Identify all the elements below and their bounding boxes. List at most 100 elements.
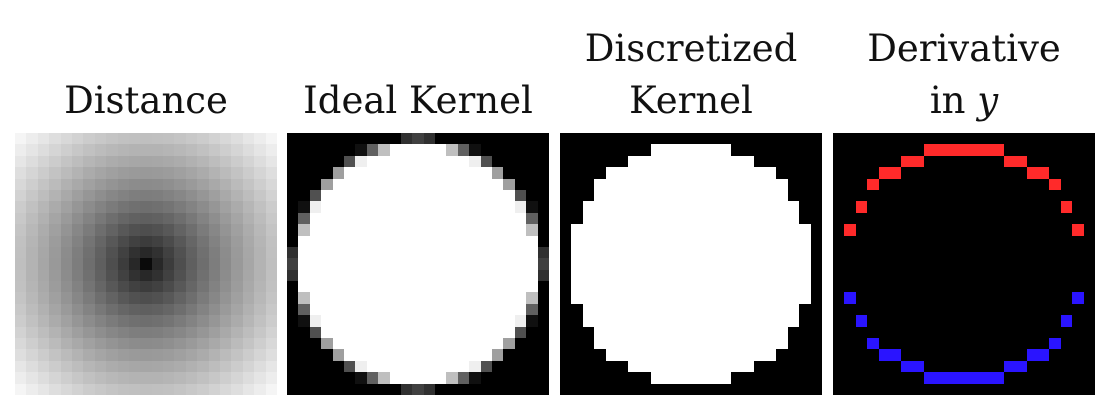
- derivative-pixel: [1003, 303, 1016, 316]
- derivative-pixel: [924, 315, 936, 327]
- derivative-pixel: [969, 167, 982, 179]
- derivative-pixel: [981, 315, 993, 327]
- derivative-pixel: [946, 315, 959, 327]
- ideal-kernel-pixel: [469, 201, 481, 213]
- discretized-kernel-pixel: [685, 303, 697, 316]
- ideal-kernel-pixel: [514, 360, 527, 373]
- discretized-kernel-pixel: [673, 144, 686, 156]
- derivative-pixel: [878, 224, 890, 236]
- discretized-kernel-pixel: [708, 258, 720, 270]
- discretized-kernel-pixel: [730, 303, 743, 316]
- discretized-kernel-pixel: [810, 246, 822, 259]
- derivative-pixel: [844, 133, 856, 145]
- ideal-kernel-pixel: [480, 178, 493, 190]
- distance-pixel: [117, 338, 129, 350]
- ideal-kernel-pixel: [389, 201, 401, 213]
- distance-pixel: [140, 155, 152, 168]
- derivative-pixel: [924, 281, 936, 293]
- discretized-kernel-pixel: [571, 235, 583, 247]
- distance-pixel: [128, 167, 141, 179]
- panel-derivative: Derivative in y: [833, 0, 1095, 418]
- distance-pixel: [174, 246, 186, 259]
- distance-pixel: [117, 383, 129, 395]
- discretized-kernel-pixel: [765, 269, 777, 282]
- ideal-kernel-pixel: [287, 258, 299, 270]
- ideal-kernel-pixel: [469, 212, 481, 225]
- derivative-pixel: [958, 338, 970, 350]
- ideal-kernel-pixel: [469, 292, 481, 304]
- distance-pixel: [15, 178, 27, 190]
- ideal-kernel-pixel: [503, 178, 515, 190]
- discretized-kernel-pixel: [765, 349, 777, 361]
- distance-pixel: [117, 155, 129, 168]
- distance-pixel: [49, 246, 61, 259]
- discretized-kernel-pixel: [628, 235, 640, 247]
- derivative-pixel: [855, 189, 868, 202]
- ideal-kernel-pixel: [469, 349, 481, 361]
- distance-pixel: [117, 201, 129, 213]
- distance-pixel: [37, 235, 50, 247]
- derivative-pixel: [844, 167, 856, 179]
- distance-pixel: [242, 212, 255, 225]
- derivative-pixel: [992, 212, 1004, 225]
- derivative-pixel: [1060, 144, 1073, 156]
- distance-pixel: [231, 224, 243, 236]
- distance-pixel: [254, 383, 266, 395]
- distance-pixel: [60, 315, 72, 327]
- distance-pixel: [128, 303, 141, 316]
- ideal-kernel-pixel: [514, 212, 527, 225]
- discretized-kernel-pixel: [594, 201, 606, 213]
- ideal-kernel-pixel: [400, 326, 413, 339]
- ideal-kernel-pixel: [309, 281, 322, 293]
- derivative-pixel: [1049, 167, 1061, 179]
- distance-pixel: [197, 360, 209, 373]
- derivative-pixel: [1003, 326, 1016, 339]
- discretized-kernel-pixel: [571, 201, 583, 213]
- ideal-kernel-pixel: [446, 155, 458, 168]
- discretized-kernel-pixel: [696, 315, 709, 327]
- distance-pixel: [37, 246, 50, 259]
- distance-pixel: [49, 338, 61, 350]
- derivative-pixel: [867, 133, 879, 145]
- distance-pixel: [60, 383, 72, 395]
- distance-pixel: [94, 360, 107, 373]
- ideal-kernel-pixel: [366, 258, 379, 270]
- distance-pixel: [60, 155, 72, 168]
- ideal-kernel-pixel: [457, 383, 470, 395]
- ideal-kernel-pixel: [343, 338, 356, 350]
- distance-pixel: [220, 372, 232, 384]
- discretized-kernel-pixel: [673, 189, 686, 202]
- distance-pixel: [49, 269, 61, 282]
- derivative-pixel: [901, 315, 913, 327]
- discretized-kernel-pixel: [696, 383, 709, 395]
- derivative-pixel: [855, 383, 868, 395]
- distance-pixel: [231, 212, 243, 225]
- distance-pixel: [231, 235, 243, 247]
- ideal-kernel-pixel: [537, 383, 549, 395]
- distance-pixel: [208, 372, 221, 384]
- derivative-pixel: [1026, 212, 1039, 225]
- distance-pixel: [140, 133, 152, 145]
- derivative-pixel: [946, 133, 959, 145]
- discretized-kernel-pixel: [730, 133, 743, 145]
- distance-pixel: [265, 281, 277, 293]
- distance-pixel: [83, 246, 95, 259]
- derivative-pixel: [1083, 224, 1095, 236]
- ideal-kernel-pixel: [378, 212, 390, 225]
- ideal-kernel-pixel: [492, 281, 504, 293]
- discretized-kernel-pixel: [685, 383, 697, 395]
- distance-pixel: [37, 303, 50, 316]
- distance-pixel: [49, 144, 61, 156]
- derivative-pixel: [833, 133, 845, 145]
- ideal-kernel-pixel: [446, 178, 458, 190]
- discretized-kernel-pixel: [560, 372, 572, 384]
- distance-pixel: [174, 303, 186, 316]
- derivative-pixel: [935, 258, 947, 270]
- ideal-kernel-pixel: [400, 360, 413, 373]
- distance-pixel: [220, 201, 232, 213]
- ideal-kernel-pixel: [457, 235, 470, 247]
- ideal-kernel-pixel: [298, 338, 310, 350]
- discretized-kernel-pixel: [662, 360, 674, 373]
- derivative-pixel: [1003, 133, 1016, 145]
- distance-pixel: [117, 281, 129, 293]
